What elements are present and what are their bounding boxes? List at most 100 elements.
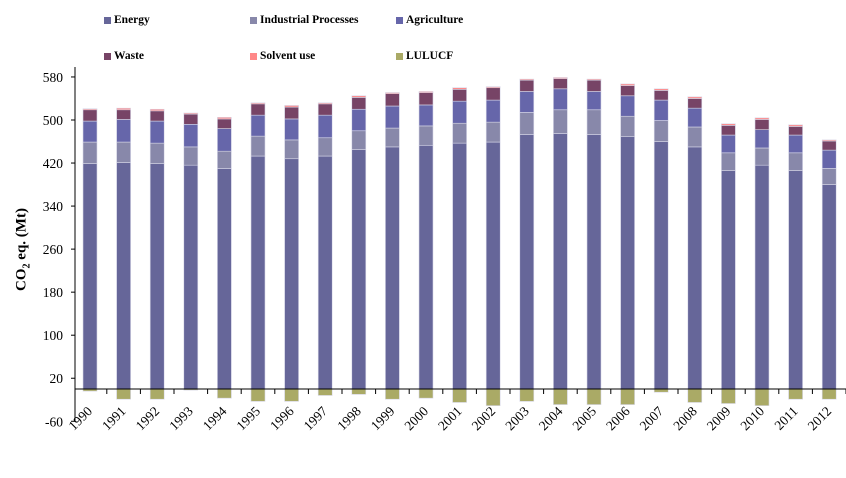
bar-segment-energy: [452, 142, 467, 390]
x-tick-label: 2011: [771, 404, 800, 433]
bar-segment-lulucf: [821, 388, 837, 400]
bar-segment-energy: [284, 158, 299, 390]
bar-segment-lulucf: [485, 388, 501, 406]
bar-segment-waste: [183, 113, 199, 125]
bar-segment-lulucf: [788, 388, 803, 400]
y-tick-label: 340: [43, 199, 64, 214]
bar-segment-industrial-processes: [250, 135, 266, 157]
bar-segment-solvent-use: [586, 78, 602, 81]
bar-segment-waste: [586, 79, 602, 92]
bar-segment-waste: [553, 78, 568, 90]
bar-segment-agriculture: [721, 134, 736, 154]
bar-segment-solvent-use: [788, 124, 803, 127]
bar-segment-industrial-processes: [586, 109, 602, 135]
x-tick-label: 2009: [704, 403, 734, 433]
bar-segment-solvent-use: [821, 139, 837, 142]
bar-segment-waste: [485, 87, 501, 101]
bar-segment-energy: [385, 146, 400, 390]
bar-segment-industrial-processes: [653, 120, 669, 142]
bar-segment-waste: [82, 109, 98, 122]
bar-segment-industrial-processes: [418, 125, 434, 146]
bar-segment-energy: [754, 164, 770, 390]
bar-segment-solvent-use: [284, 105, 299, 108]
legend-swatch: [396, 16, 403, 24]
bar-segment-solvent-use: [217, 117, 232, 120]
bar-segment-energy: [149, 163, 165, 390]
bar-segment-industrial-processes: [183, 146, 199, 166]
x-tick-label: 1993: [166, 403, 196, 433]
bar-segment-agriculture: [452, 100, 467, 124]
x-tick-label: 2012: [805, 404, 835, 434]
bar-segment-lulucf: [620, 388, 635, 405]
bar-segment-waste: [149, 110, 165, 122]
bar-segment-waste: [351, 97, 367, 110]
bar-segment-waste: [250, 103, 266, 116]
y-tick-label: 500: [43, 113, 64, 128]
bar-segment-solvent-use: [418, 91, 434, 93]
bar-segment-industrial-processes: [754, 147, 770, 166]
bar-segment-agriculture: [653, 99, 669, 121]
bar-segment-lulucf: [721, 388, 736, 404]
bar-segment-energy: [687, 146, 703, 390]
bar-segment-agriculture: [284, 118, 299, 141]
bar-segment-energy: [721, 170, 736, 390]
bar-segment-lulucf: [519, 388, 535, 402]
x-tick-label: 2008: [670, 403, 700, 433]
bar-segment-energy: [418, 144, 434, 390]
x-tick-label: 1996: [267, 403, 297, 433]
bar-segment-waste: [116, 109, 131, 120]
bar-segment-solvent-use: [250, 102, 266, 105]
x-tick-label: 2010: [737, 403, 767, 433]
legend-item: Solvent use: [250, 50, 315, 62]
bar-segment-solvent-use: [149, 108, 165, 112]
bar-segment-industrial-processes: [620, 115, 635, 137]
bar-segment-energy: [82, 163, 98, 390]
bar-segment-solvent-use: [721, 123, 736, 126]
bar-segment-waste: [284, 106, 299, 120]
bar-segment-lulucf: [284, 388, 299, 402]
bar-segment-solvent-use: [385, 92, 400, 94]
x-tick-label: 1991: [99, 404, 129, 434]
bar-segment-solvent-use: [519, 78, 535, 81]
legend-label: LULUCF: [406, 50, 454, 62]
bar-segment-industrial-processes: [149, 142, 165, 164]
y-tick-label: 100: [43, 328, 64, 343]
bar-segment-energy: [553, 133, 568, 390]
bar-segment-industrial-processes: [821, 168, 837, 185]
bar-segment-lulucf: [586, 388, 602, 405]
bar-segment-industrial-processes: [485, 121, 501, 143]
legend-label: Industrial Processes: [260, 14, 359, 26]
bar-segment-lulucf: [385, 388, 400, 400]
bar-segment-industrial-processes: [687, 126, 703, 148]
bar-segment-solvent-use: [754, 117, 770, 120]
bar-segment-solvent-use: [553, 77, 568, 79]
y-tick-label: 580: [43, 70, 64, 85]
bar-segment-lulucf: [149, 388, 165, 400]
bar-segment-waste: [418, 92, 434, 106]
legend-swatch: [104, 52, 111, 60]
x-tick-label: 1997: [301, 403, 331, 433]
bar-segment-energy: [217, 168, 232, 390]
legend-swatch: [250, 52, 257, 60]
bar-segment-industrial-processes: [317, 137, 333, 157]
legend-item: Agriculture: [396, 14, 463, 26]
bar-segment-industrial-processes: [721, 152, 736, 171]
bar-segment-energy: [620, 136, 635, 390]
x-tick-label: 2005: [569, 403, 599, 433]
bar-segment-waste: [519, 79, 535, 92]
bar-segment-agriculture: [788, 134, 803, 154]
bar-segment-solvent-use: [317, 102, 333, 105]
x-tick-label: 1995: [233, 403, 263, 433]
x-tick-label: 2002: [469, 404, 499, 434]
bar-segment-agriculture: [183, 124, 199, 148]
bar-segment-agriculture: [385, 105, 400, 129]
legend-swatch: [250, 16, 257, 24]
x-tick-label: 2007: [637, 403, 667, 433]
y-tick-label: -60: [45, 414, 63, 429]
bar-segment-lulucf: [418, 388, 434, 399]
x-tick-label: 2000: [401, 403, 431, 433]
bar-segment-waste: [821, 140, 837, 151]
bar-segment-industrial-processes: [385, 127, 400, 148]
x-tick-label: 2006: [603, 403, 633, 433]
